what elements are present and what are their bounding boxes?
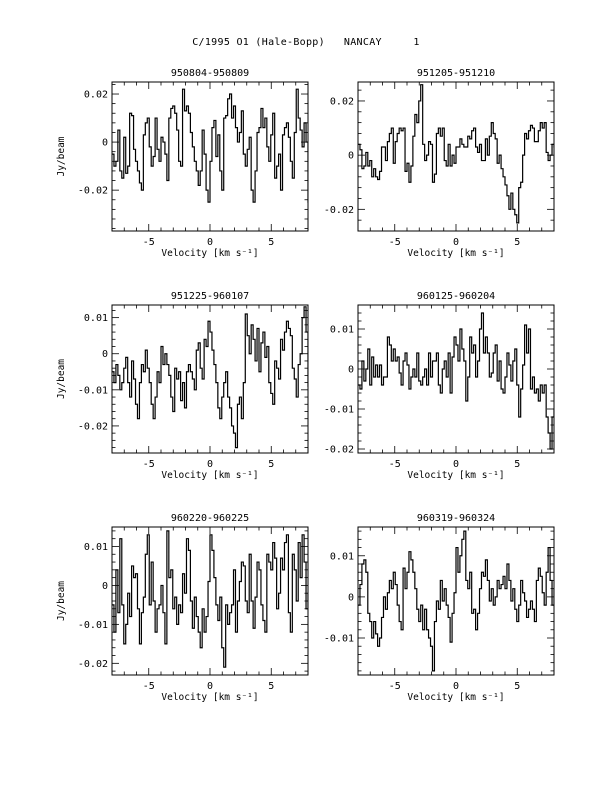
y-tick-label: 0 [348, 365, 354, 376]
x-tick-label: 0 [453, 681, 459, 692]
x-tick-label: 0 [207, 681, 213, 692]
y-tick-label: 0 [348, 151, 354, 162]
y-tick-label: 0 [348, 592, 354, 603]
y-tick-label: 0.01 [84, 542, 108, 553]
x-axis-label: Velocity [km s⁻¹] [407, 248, 504, 259]
spectrum-panel-5: 960220-960225 -5 0 5 -0.02 -0.01 0 0.01 Velocity… [56, 513, 309, 703]
spectrum-line [112, 530, 308, 668]
x-tick-label: 5 [514, 237, 520, 248]
y-tick-label: -0.01 [78, 385, 108, 396]
y-tick-label: -0.02 [78, 186, 108, 197]
y-tick-label: 0.02 [330, 96, 354, 107]
x-tick-label: -5 [389, 237, 401, 248]
y-tick-label: -0.01 [324, 405, 354, 416]
spectrum-panel-3: 951225-960107 -5 0 5 -0.02 -0.01 0 0.01 Velocity… [56, 291, 309, 481]
panel-title: 960220-960225 [171, 513, 249, 524]
y-tick-label: 0 [102, 138, 108, 149]
spectrum-line [358, 312, 554, 450]
x-tick-label: 0 [207, 459, 213, 470]
x-axis-label: Velocity [km s⁻¹] [161, 692, 258, 703]
spectrum-line [112, 306, 308, 449]
y-axis-label: Jy/beam [56, 359, 67, 399]
x-axis-label: Velocity [km s⁻¹] [407, 470, 504, 481]
y-tick-label: -0.02 [324, 445, 354, 456]
x-tick-label: -5 [143, 459, 155, 470]
x-tick-label: -5 [143, 237, 155, 248]
x-tick-label: 5 [514, 459, 520, 470]
panel-title: 960319-960324 [417, 513, 495, 524]
spectrum-panel-6: 960319-960324 -5 0 5 -0.01 0 0.01 Velocity [km … [324, 513, 555, 703]
y-tick-label: 0 [102, 349, 108, 360]
y-tick-label: 0.02 [84, 90, 108, 101]
y-axis-label: Jy/beam [56, 581, 67, 621]
spectrum-line [112, 88, 308, 203]
y-tick-label: 0 [102, 581, 108, 592]
x-axis-label: Velocity [km s⁻¹] [161, 470, 258, 481]
y-tick-label: 0.01 [330, 325, 354, 336]
panel-title: 951225-960107 [171, 291, 249, 302]
panel-title: 950804-950809 [171, 68, 249, 79]
spectrum-line [358, 530, 554, 672]
x-tick-label: 0 [453, 237, 459, 248]
spectrum-panel-4: 960125-960204 -5 0 5 -0.02 -0.01 0 0.01 Velocity… [324, 291, 555, 481]
x-axis-label: Velocity [km s⁻¹] [407, 692, 504, 703]
y-tick-label: -0.02 [78, 421, 108, 432]
y-tick-label: -0.01 [324, 634, 354, 645]
page-title: C/1995 O1 (Hale-Bopp) NANCAY 1 [192, 37, 420, 48]
y-tick-label: -0.02 [324, 205, 354, 216]
y-tick-label: -0.02 [78, 659, 108, 670]
x-tick-label: 0 [207, 237, 213, 248]
panel-title: 951205-951210 [417, 68, 495, 79]
x-tick-label: 5 [268, 237, 274, 248]
x-axis-label: Velocity [km s⁻¹] [161, 248, 258, 259]
y-tick-label: 0.01 [84, 313, 108, 324]
spectrum-line [358, 84, 554, 224]
spectrum-panel-2: 951205-951210 -5 0 5 -0.02 0 0.02 Velocity [km … [324, 68, 555, 259]
x-tick-label: 5 [514, 681, 520, 692]
x-tick-label: 5 [268, 459, 274, 470]
spectrum-panel-1: 950804-950809 -5 0 5 -0.02 0 0.02 Velocity [km … [56, 68, 309, 259]
x-tick-label: 5 [268, 681, 274, 692]
x-tick-label: -5 [143, 681, 155, 692]
y-axis-label: Jy/beam [56, 136, 67, 176]
x-tick-label: -5 [389, 459, 401, 470]
y-tick-label: 0.01 [330, 551, 354, 562]
panel-title: 960125-960204 [417, 291, 495, 302]
x-tick-label: 0 [453, 459, 459, 470]
y-tick-label: -0.01 [78, 620, 108, 631]
x-tick-label: -5 [389, 681, 401, 692]
